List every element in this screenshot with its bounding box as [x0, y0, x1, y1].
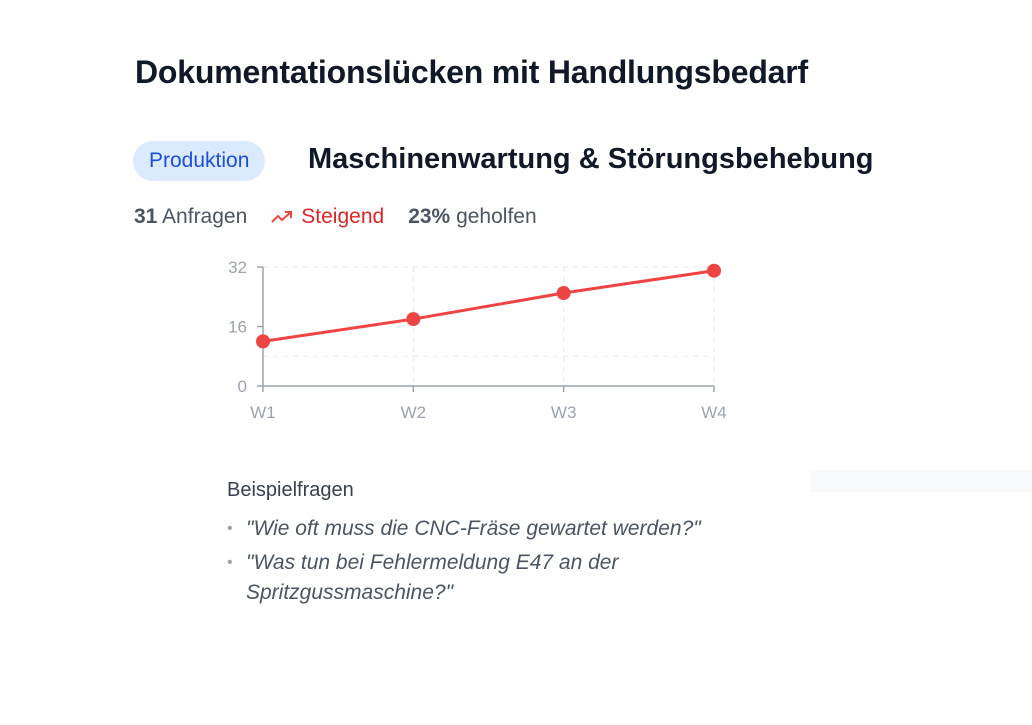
y-tick-label: 32 [228, 258, 247, 277]
x-tick-label: W2 [401, 403, 427, 422]
data-point [707, 263, 721, 278]
x-tick-label: W4 [701, 403, 727, 422]
y-tick-label: 16 [228, 318, 247, 337]
y-tick-label: 0 [238, 377, 247, 396]
examples-title: Beispielfragen [227, 479, 354, 501]
trend-chart: 0 16 32 W1 W2 W3 W4 [228, 258, 727, 422]
request-count: 31 Anfragen [134, 205, 248, 228]
topic-title: Maschinenwartung & Störungsbehebung [308, 143, 874, 175]
decorative-band [810, 470, 1032, 492]
series-line [262, 269, 715, 343]
page-title: Dokumentationslücken mit Handlungsbedarf [135, 54, 808, 90]
helped-rate: 23% geholfen [408, 205, 537, 228]
data-point [406, 312, 421, 327]
trend-indicator: Steigend [271, 205, 384, 229]
example-question: "Was tun bei Fehlermeldung E47 an der Sp… [227, 548, 787, 608]
data-point [556, 286, 571, 301]
data-point [256, 334, 270, 349]
x-tick-label: W1 [250, 403, 276, 422]
stats-row: 31 Anfragen Steigend 23% geholfen [134, 205, 537, 229]
category-badge: Produktion [133, 141, 266, 181]
x-tick-label: W3 [551, 403, 577, 422]
trending-up-icon [271, 211, 293, 223]
example-question: "Wie oft muss die CNC-Fräse gewartet wer… [227, 514, 787, 544]
examples-list: "Wie oft muss die CNC-Fräse gewartet wer… [227, 514, 787, 612]
